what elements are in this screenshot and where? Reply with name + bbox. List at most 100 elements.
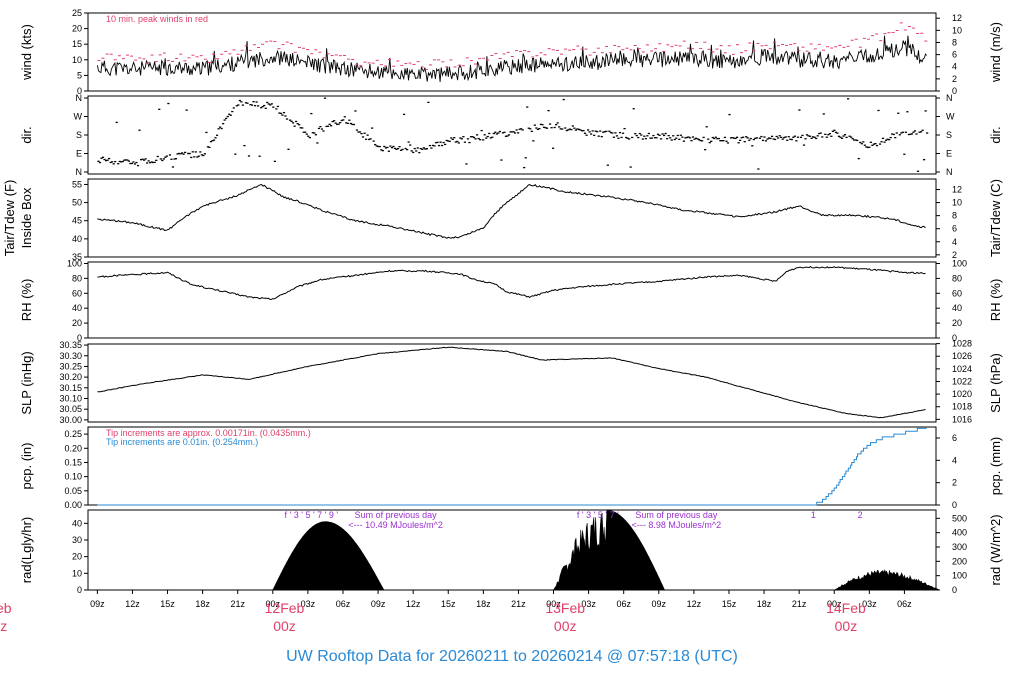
wind-left-tick-label: 15 (72, 39, 82, 49)
relative_humidity-right-tick-label: 80 (952, 273, 962, 283)
temperature-right-tick-label: 12 (952, 185, 962, 195)
wind-annotation: 10 min. peak winds in red (106, 14, 208, 24)
wind-right-tick-label: 2 (952, 74, 957, 84)
solar-sum-value: <--- 8.98 MJoules/m^2 (632, 520, 722, 530)
day-label-date: eb (0, 600, 12, 616)
wind-right-tick-label: 12 (952, 13, 962, 23)
solar_radiation-right-tick-label: 300 (952, 542, 967, 552)
sea_level_pressure-ylabel: SLP (inHg) (19, 351, 34, 414)
sea_level_pressure-left-tick-label: 30.05 (59, 404, 82, 414)
precipitation-left-tick-label: 0.15 (64, 457, 82, 467)
relative_humidity-ylabel-right: RH (%) (988, 279, 1003, 322)
x-tick-label: 15z (160, 599, 175, 609)
solar-hour-mark: f ' 3 ' 5 ' 7 ' 9 ' (285, 510, 339, 520)
solar-sum-value: <--- 10.49 MJoules/m^2 (348, 520, 443, 530)
sea_level_pressure-left-tick-label: 30.15 (59, 383, 82, 393)
sea_level_pressure-left-tick-label: 30.00 (59, 415, 82, 425)
sea_level_pressure-right-tick-label: 1016 (952, 414, 972, 424)
sea_level_pressure-left-tick-label: 30.25 (59, 361, 82, 371)
day-label-time: z (0, 618, 7, 634)
wind-left-tick-label: 20 (72, 24, 82, 34)
solar_radiation-right-tick-label: 400 (952, 528, 967, 538)
x-tick-label: 03z (581, 599, 596, 609)
rh-line (97, 265, 926, 301)
x-tick-label: 21z (230, 599, 245, 609)
x-tick-label: 00z (546, 599, 561, 609)
x-tick-label: 12z (125, 599, 140, 609)
solar-sum-note: Sum of previous day (635, 510, 718, 520)
precipitation-left-tick-label: 0.10 (64, 472, 82, 482)
solar_radiation-ylabel-right: rad (W/m^2) (988, 514, 1003, 585)
solar_radiation-right-tick-label: 200 (952, 556, 967, 566)
sea_level_pressure-left-tick-label: 30.10 (59, 393, 82, 403)
relative_humidity-left-tick-label: 0 (77, 333, 82, 343)
wind-ylabel: wind (kts) (19, 24, 34, 81)
solar_radiation-ylabel: rad(Lgly/hr) (19, 517, 34, 583)
precip-note-fine: Tip increments are approx. 0.00171in. (0… (106, 428, 311, 438)
wind-right-tick-label: 6 (952, 50, 957, 60)
solar-day-area (552, 509, 666, 591)
sea_level_pressure-left-tick-label: 30.30 (59, 351, 82, 361)
temperature-ylabel: Tair/Tdew (F) (2, 180, 17, 257)
relative_humidity-left-tick-label: 100 (67, 258, 82, 268)
precipitation-right-tick-label: 0 (952, 500, 957, 510)
temperature-left-tick-label: 35 (72, 252, 82, 262)
x-tick-label: 09z (652, 599, 667, 609)
day-label-time: 00z (273, 618, 296, 634)
relative_humidity-right-tick-label: 20 (952, 318, 962, 328)
wind-right-tick-label: 8 (952, 37, 957, 47)
dir-right-tick-label: N (946, 93, 953, 103)
relative_humidity-left-tick-label: 80 (72, 273, 82, 283)
relative_humidity-right-tick-label: 40 (952, 303, 962, 313)
x-tick-label: 12z (687, 599, 702, 609)
solar_radiation-left-tick-label: 40 (72, 518, 82, 528)
temperature-right-tick-label: 2 (952, 250, 957, 260)
wind-left-tick-label: 10 (72, 55, 82, 65)
solar-hour-mark: 2 (858, 510, 863, 520)
x-tick-label: 03z (862, 599, 877, 609)
temperature-left-tick-label: 50 (72, 198, 82, 208)
sea_level_pressure-right-tick-label: 1020 (952, 389, 972, 399)
solar_radiation-right-tick-label: 0 (952, 585, 957, 595)
x-tick-label: 06z (616, 599, 631, 609)
wind-frame (87, 12, 937, 92)
x-tick-label: 18z (195, 599, 210, 609)
wind-left-tick-label: 5 (77, 70, 82, 80)
day-label-date: 12Feb (265, 600, 305, 616)
temperature-line (97, 183, 926, 239)
temperature-right-tick-label: 6 (952, 224, 957, 234)
precipitation-ylabel-right: pcp. (mm) (988, 437, 1003, 496)
sea_level_pressure-left-tick-label: 30.20 (59, 372, 82, 382)
relative_humidity-frame (87, 261, 937, 339)
precipitation-left-tick-label: 0.20 (64, 443, 82, 453)
relative_humidity-left-tick-label: 60 (72, 288, 82, 298)
precipitation-right-tick-label: 4 (952, 455, 957, 465)
sea_level_pressure-right-tick-label: 1024 (952, 364, 972, 374)
relative_humidity-right-tick-label: 0 (952, 333, 957, 343)
sea_level_pressure-ylabel-right: SLP (hPa) (988, 353, 1003, 413)
x-tick-label: 12z (406, 599, 421, 609)
relative_humidity-ylabel: RH (%) (19, 279, 34, 322)
day-label-time: 00z (554, 618, 577, 634)
wind-left-tick-label: 25 (72, 8, 82, 18)
x-tick-label: 18z (476, 599, 491, 609)
relative_humidity-left-tick-label: 40 (72, 303, 82, 313)
sea_level_pressure-left-tick-label: 30.35 (59, 340, 82, 350)
x-tick-label: 18z (757, 599, 772, 609)
dir-left-tick-label: W (74, 112, 83, 122)
precipitation-ylabel: pcp. (in) (19, 443, 34, 490)
dir-left-tick-label: N (76, 93, 83, 103)
dir-left-tick-label: S (76, 130, 82, 140)
dir-left-tick-label: N (76, 167, 83, 177)
solar_radiation-left-tick-label: 10 (72, 568, 82, 578)
temperature-right-tick-label: 8 (952, 211, 957, 221)
x-tick-label: 21z (511, 599, 526, 609)
day-label-date: 13Feb (545, 600, 585, 616)
solar-hour-mark: f ' 3 ' 5 ' 7 ' (577, 510, 619, 520)
solar_radiation-right-tick-label: 500 (952, 513, 967, 523)
day-label-date: 14Feb (826, 600, 866, 616)
precipitation-left-tick-label: 0.00 (64, 500, 82, 510)
slp-line (97, 346, 926, 419)
wind-left-tick-label: 0 (77, 86, 82, 96)
